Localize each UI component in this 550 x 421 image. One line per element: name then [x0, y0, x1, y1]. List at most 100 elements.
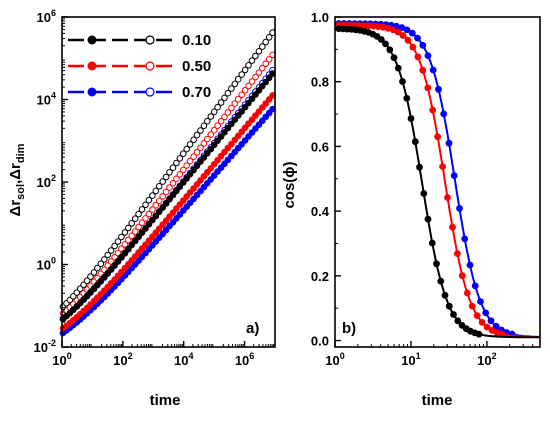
panel-b-point	[403, 26, 411, 34]
panel-b-xtick-label: 100	[325, 351, 344, 368]
panel-a-point	[125, 224, 132, 232]
panel-a-point	[162, 200, 170, 207]
panel-b-point	[492, 322, 500, 330]
panel-a-point	[214, 156, 221, 164]
panel-a-ytick-label: 102	[37, 173, 56, 190]
panel-b-point	[487, 317, 495, 325]
panel-b-point	[419, 41, 427, 49]
panel-a-point	[145, 221, 153, 228]
panel-b-point	[461, 235, 469, 243]
panel-a-point	[138, 229, 146, 236]
ylabel-sub2: dim	[15, 143, 27, 163]
panel-a-point	[183, 162, 190, 169]
panel-a-point	[180, 179, 187, 186]
panel-a-point	[265, 34, 273, 41]
panel-a-xtick-label: 104	[174, 351, 193, 368]
legend-open-marker	[145, 35, 155, 45]
panel-a-point	[176, 155, 184, 162]
panel-b-label: b)	[342, 320, 356, 337]
panel-a-point	[138, 206, 146, 213]
panel-a-point	[197, 144, 204, 152]
panel-a-point	[131, 215, 139, 222]
panel-a-point	[149, 216, 156, 224]
panel-a-point	[265, 74, 273, 82]
panel-a-point	[176, 183, 184, 190]
panel-b-point	[411, 138, 419, 146]
panel-a-point	[104, 251, 111, 259]
panel-a-point	[186, 157, 194, 165]
panel-a-point	[248, 116, 256, 123]
panel-a-point	[241, 66, 249, 74]
panel-a-point	[228, 104, 235, 112]
panel-a-point	[162, 173, 170, 181]
panel-a-point	[125, 245, 132, 253]
panel-a-point	[197, 177, 204, 184]
panel-a-point	[159, 178, 166, 185]
panel-b-point	[466, 261, 474, 269]
panel-a-point	[121, 249, 129, 257]
panel-a-point	[155, 225, 163, 232]
panel-b-point	[444, 194, 451, 201]
panel-a-point	[262, 100, 270, 107]
legend-label: 0.70	[182, 84, 211, 101]
ylabel-main: Δr	[7, 200, 24, 217]
panel-a-point	[159, 204, 166, 211]
panel-a-point	[118, 233, 125, 241]
panel-a-point	[107, 265, 115, 273]
panel-a-point	[131, 237, 139, 245]
panel-a-point	[135, 210, 142, 218]
panel-a-ytick-label: 104	[37, 91, 56, 108]
panel-a-point	[234, 95, 242, 103]
panel-b-ytick-label: 0.6	[311, 139, 329, 154]
panel-a-point	[207, 113, 215, 120]
panel-a-point	[231, 80, 239, 88]
panel-a-point	[255, 108, 263, 115]
panel-b-data	[335, 20, 541, 339]
panel-a-point	[173, 159, 180, 167]
panel-a-point	[166, 184, 173, 191]
panel-a-point	[221, 94, 228, 102]
panel-a-point	[169, 179, 177, 187]
panel-a-point	[238, 71, 245, 78]
panel-a-point	[97, 260, 105, 268]
panel-a-point	[121, 241, 129, 248]
panel-a-point	[152, 212, 160, 220]
panel-a-point	[210, 108, 218, 116]
panel-a-point	[262, 60, 270, 68]
panel-a-point	[238, 108, 245, 115]
panel-b-point	[414, 34, 421, 42]
panel-b-point	[475, 330, 483, 338]
panel-a-point	[262, 78, 270, 86]
panel-a-point	[255, 48, 263, 55]
panel-a-point	[128, 220, 135, 227]
panel-b-point	[424, 84, 432, 92]
panel-a-point	[180, 166, 187, 174]
panel-a-point	[162, 188, 170, 196]
panel-a-point	[180, 150, 187, 157]
panel-a-point	[176, 201, 184, 208]
panel-a-point	[207, 131, 215, 138]
panel-a-point	[145, 196, 153, 204]
panel-a-point	[145, 210, 153, 218]
panel-b-point	[449, 223, 456, 231]
panel-a-point	[186, 189, 194, 196]
panel-a-point	[214, 103, 221, 111]
panel-a-point	[155, 183, 163, 190]
panel-a-point	[210, 141, 218, 149]
panel-b-point	[456, 205, 463, 212]
panel-a-point	[159, 193, 166, 200]
panel-a-point	[155, 197, 163, 205]
panel-a-point	[259, 82, 266, 90]
panel-a-point	[210, 126, 218, 134]
panel-b-point	[473, 312, 481, 320]
panel-a-point	[94, 264, 101, 272]
panel-a-point	[259, 64, 266, 72]
panel-a-point	[234, 132, 242, 140]
panel-b-point	[434, 133, 442, 141]
panel-a-point	[176, 171, 184, 178]
panel-a-point	[125, 236, 132, 244]
panel-a-ytick-label: 100	[37, 256, 56, 273]
panel-a-point	[252, 73, 259, 81]
legend-open-marker	[145, 87, 155, 97]
panel-a-point	[245, 99, 252, 107]
